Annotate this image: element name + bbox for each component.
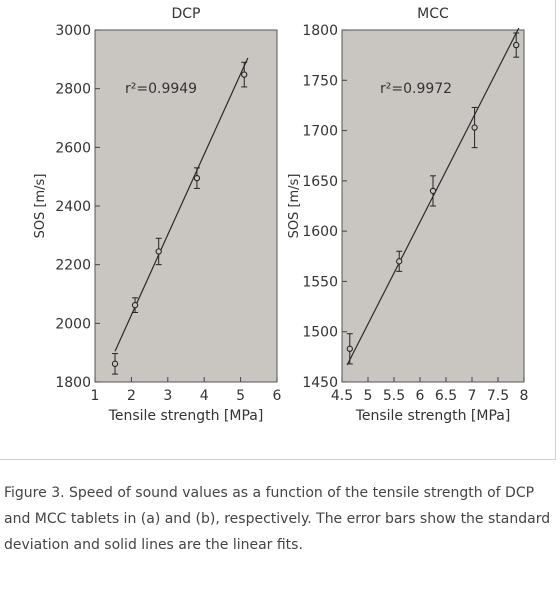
x-axis-label: Tensile strength [MPa] (355, 408, 511, 424)
y-axis-label: SOS [m/s] (287, 174, 302, 239)
x-tick-label: 8 (520, 388, 529, 404)
data-point (111, 360, 119, 367)
data-point (155, 248, 162, 255)
x-tick-label: 6 (273, 388, 282, 404)
y-tick-label: 1650 (302, 174, 338, 190)
y-tick-label: 2400 (55, 199, 91, 215)
data-point (513, 41, 520, 49)
x-tick-label: 7.5 (487, 388, 509, 404)
r-squared-annotation: r²=0.9972 (380, 81, 452, 97)
y-axis-label: SOS [m/s] (33, 174, 48, 239)
data-point (346, 345, 353, 352)
x-axis-label: Tensile strength [MPa] (108, 408, 264, 424)
y-tick-label: 2200 (55, 258, 91, 274)
data-point (241, 71, 248, 78)
data-point (193, 174, 201, 182)
x-tick-label: 5 (236, 388, 245, 404)
fit-line (114, 57, 249, 352)
y-tick-label: 1750 (302, 73, 338, 89)
chart-dcp: DCP 1800 2000 2200 2400 2600 2800 3000 1 2 3 4 5 6 Ten… (33, 6, 282, 424)
y-tick-label: 1450 (302, 375, 338, 391)
plot-area (94, 29, 278, 383)
r-squared-annotation: r²=0.9949 (125, 81, 197, 97)
y-tick-label: 3000 (55, 23, 91, 39)
x-tick-label: 4.5 (331, 388, 353, 404)
x-tick-label: 3 (163, 388, 172, 404)
data-point (471, 124, 478, 131)
data-point (131, 301, 139, 309)
data-point (396, 258, 403, 265)
chart-title: DCP (172, 6, 201, 22)
x-tick-label: 5 (364, 388, 373, 404)
y-tick-label: 2600 (55, 140, 91, 156)
data-point (429, 187, 437, 195)
x-tick-label: 4 (200, 388, 209, 404)
y-tick-label: 1500 (302, 325, 338, 341)
x-tick-label: 5.5 (383, 388, 405, 404)
y-tick-label: 1550 (302, 274, 338, 290)
y-tick-label: 1800 (55, 375, 91, 391)
figure-charts: DCP 1800 2000 2200 2400 2600 2800 3000 1 2 3 4 5 6 Ten… (33, 6, 528, 424)
y-tick-label: 2000 (55, 316, 91, 332)
x-tick-label: 1 (91, 388, 100, 404)
chart-mcc: MCC 1450 1500 1550 1600 1650 1700 1750 1800 4.5 5 5… (287, 6, 528, 424)
chart-title: MCC (417, 6, 449, 22)
y-tick-label: 1600 (302, 224, 338, 240)
x-tick-label: 6.5 (435, 388, 457, 404)
y-tick-label: 1800 (302, 23, 338, 39)
figure-caption: Figure 3. Speed of sound values as a fun… (4, 485, 551, 553)
x-tick-label: 6 (416, 388, 425, 404)
x-tick-label: 7 (468, 388, 477, 404)
x-tick-label: 2 (127, 388, 136, 404)
y-tick-label: 2800 (55, 82, 91, 98)
figure-frame (0, 0, 556, 460)
y-tick-label: 1700 (302, 124, 338, 140)
